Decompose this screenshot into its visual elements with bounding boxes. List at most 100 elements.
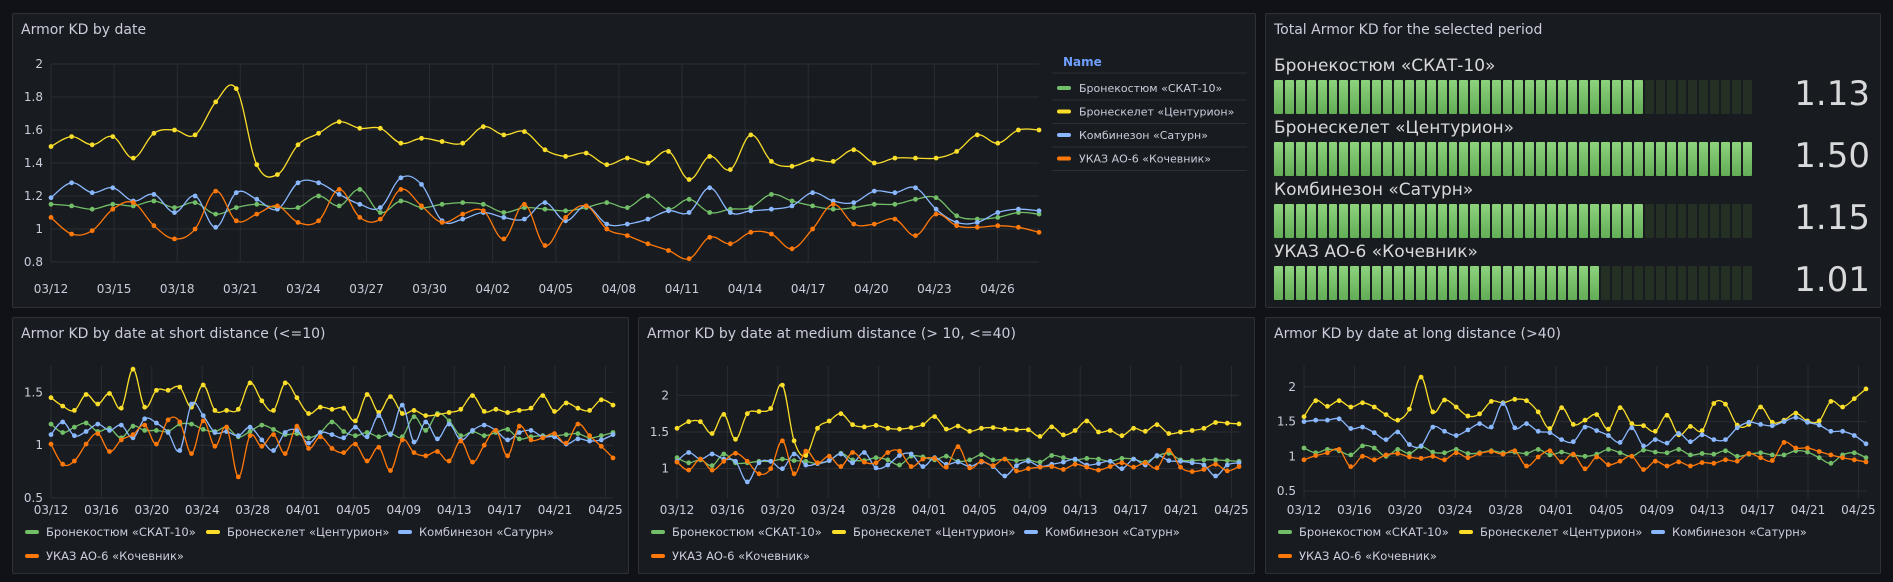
data-point (446, 410, 452, 415)
data-point (377, 210, 383, 215)
bar-gauge-cell (1612, 204, 1621, 238)
data-point (1049, 464, 1055, 469)
data-point (1816, 422, 1822, 428)
data-point (89, 206, 95, 212)
panel-title[interactable]: Armor KD by date at short distance (<=10… (21, 326, 326, 342)
data-point (48, 441, 54, 447)
data-point (913, 185, 918, 191)
data-point (1816, 449, 1822, 454)
data-point (516, 423, 522, 429)
data-point (1084, 464, 1090, 470)
data-point (1477, 451, 1482, 456)
data-point (1061, 467, 1066, 472)
data-point (48, 421, 54, 427)
data-point (1213, 457, 1218, 463)
data-point (1301, 414, 1307, 420)
bar-gauge-cell (1721, 80, 1731, 114)
bar-gauge-cell (1699, 142, 1709, 176)
panel-title[interactable]: Armor KD by date at long distance (>40) (1274, 326, 1561, 342)
data-point (130, 155, 136, 161)
x-tick-label: 03/16 (84, 503, 119, 517)
x-tick-label: 04/08 (602, 282, 637, 296)
data-point (610, 455, 616, 461)
data-point (974, 224, 980, 230)
data-point (943, 426, 949, 432)
data-point (275, 203, 280, 209)
data-point (1699, 451, 1705, 456)
chart-armor-kd-medium: 1 1.5 2 03/12 03/16 03/20 03/24 03/28 04/01 04/05… (650, 366, 1249, 563)
data-point (686, 210, 692, 215)
data-point (707, 154, 713, 159)
data-point (871, 160, 877, 166)
data-point (686, 196, 692, 202)
bar-gauge-cell (1524, 266, 1534, 300)
data-point (954, 223, 960, 229)
data-point (604, 200, 610, 206)
data-point (604, 221, 610, 227)
data-point (1395, 451, 1401, 456)
data-point (1014, 427, 1019, 433)
data-point (803, 462, 809, 468)
data-point (213, 188, 219, 194)
data-point (1559, 449, 1564, 455)
bar-gauge-cell (1470, 204, 1480, 238)
data-point (826, 458, 832, 463)
legend-label: Комбинезон «Сатурн» (419, 525, 554, 539)
panel-title[interactable]: Total Armor KD for the selected period (1274, 22, 1543, 38)
data-point (1189, 460, 1195, 466)
data-point (83, 392, 89, 397)
data-point (377, 205, 383, 211)
data-point (974, 220, 980, 225)
data-point (1407, 454, 1412, 460)
bar-gauge-cell (1306, 266, 1316, 300)
data-point (1418, 374, 1424, 380)
data-point (1002, 426, 1008, 432)
data-point (458, 406, 464, 412)
data-point (1723, 448, 1728, 454)
data-point (271, 408, 276, 413)
panel-title[interactable]: Armor KD by date (21, 22, 147, 38)
bar-gauge-cell (1721, 204, 1731, 238)
x-tick-label: 04/09 (387, 503, 422, 517)
data-point (1036, 211, 1042, 217)
x-tick-label: 04/01 (286, 503, 321, 517)
data-point (955, 444, 961, 450)
bar-gauge-cell (1481, 80, 1491, 114)
data-point (1049, 453, 1055, 458)
data-point (1107, 428, 1113, 433)
data-point (192, 132, 198, 138)
data-point (563, 154, 568, 159)
data-point (83, 441, 89, 447)
data-point (110, 201, 116, 207)
data-point (1430, 453, 1436, 459)
chart-armor-kd-by-date: 0.8 1 1.2 1.4 1.6 1.8 2 03/12 03/15 03/18 03/21 03/… (24, 55, 1247, 296)
bar-gauge-cell (1503, 142, 1512, 176)
data-point (897, 448, 902, 454)
data-point (1037, 464, 1043, 470)
panel-title[interactable]: Armor KD by date at medium distance (> 1… (647, 326, 1016, 342)
bar-gauge-cell (1415, 266, 1425, 300)
data-point (979, 458, 984, 464)
data-point (353, 433, 358, 439)
legend-swatch (1057, 86, 1071, 90)
data-point (118, 422, 124, 428)
data-point (200, 382, 206, 388)
data-point (1816, 418, 1822, 424)
data-point (789, 246, 795, 252)
bar-gauge-cell (1448, 266, 1458, 300)
data-point (871, 188, 877, 194)
data-point (1360, 453, 1365, 459)
data-point (1582, 417, 1588, 423)
data-point (624, 205, 630, 211)
data-point (1189, 469, 1195, 474)
y-tick-label: 1.2 (24, 189, 43, 203)
data-point (1758, 404, 1763, 410)
panel-armor-kd-long: Armor KD by date at long distance (>40) … (1265, 317, 1881, 574)
data-point (1582, 424, 1588, 430)
bar-gauge-cell (1404, 142, 1414, 176)
data-point (189, 451, 194, 456)
data-point (826, 453, 832, 459)
x-tick-label: 04/25 (1841, 503, 1876, 517)
data-point (709, 463, 715, 469)
bar-gauge-cell (1328, 204, 1338, 238)
